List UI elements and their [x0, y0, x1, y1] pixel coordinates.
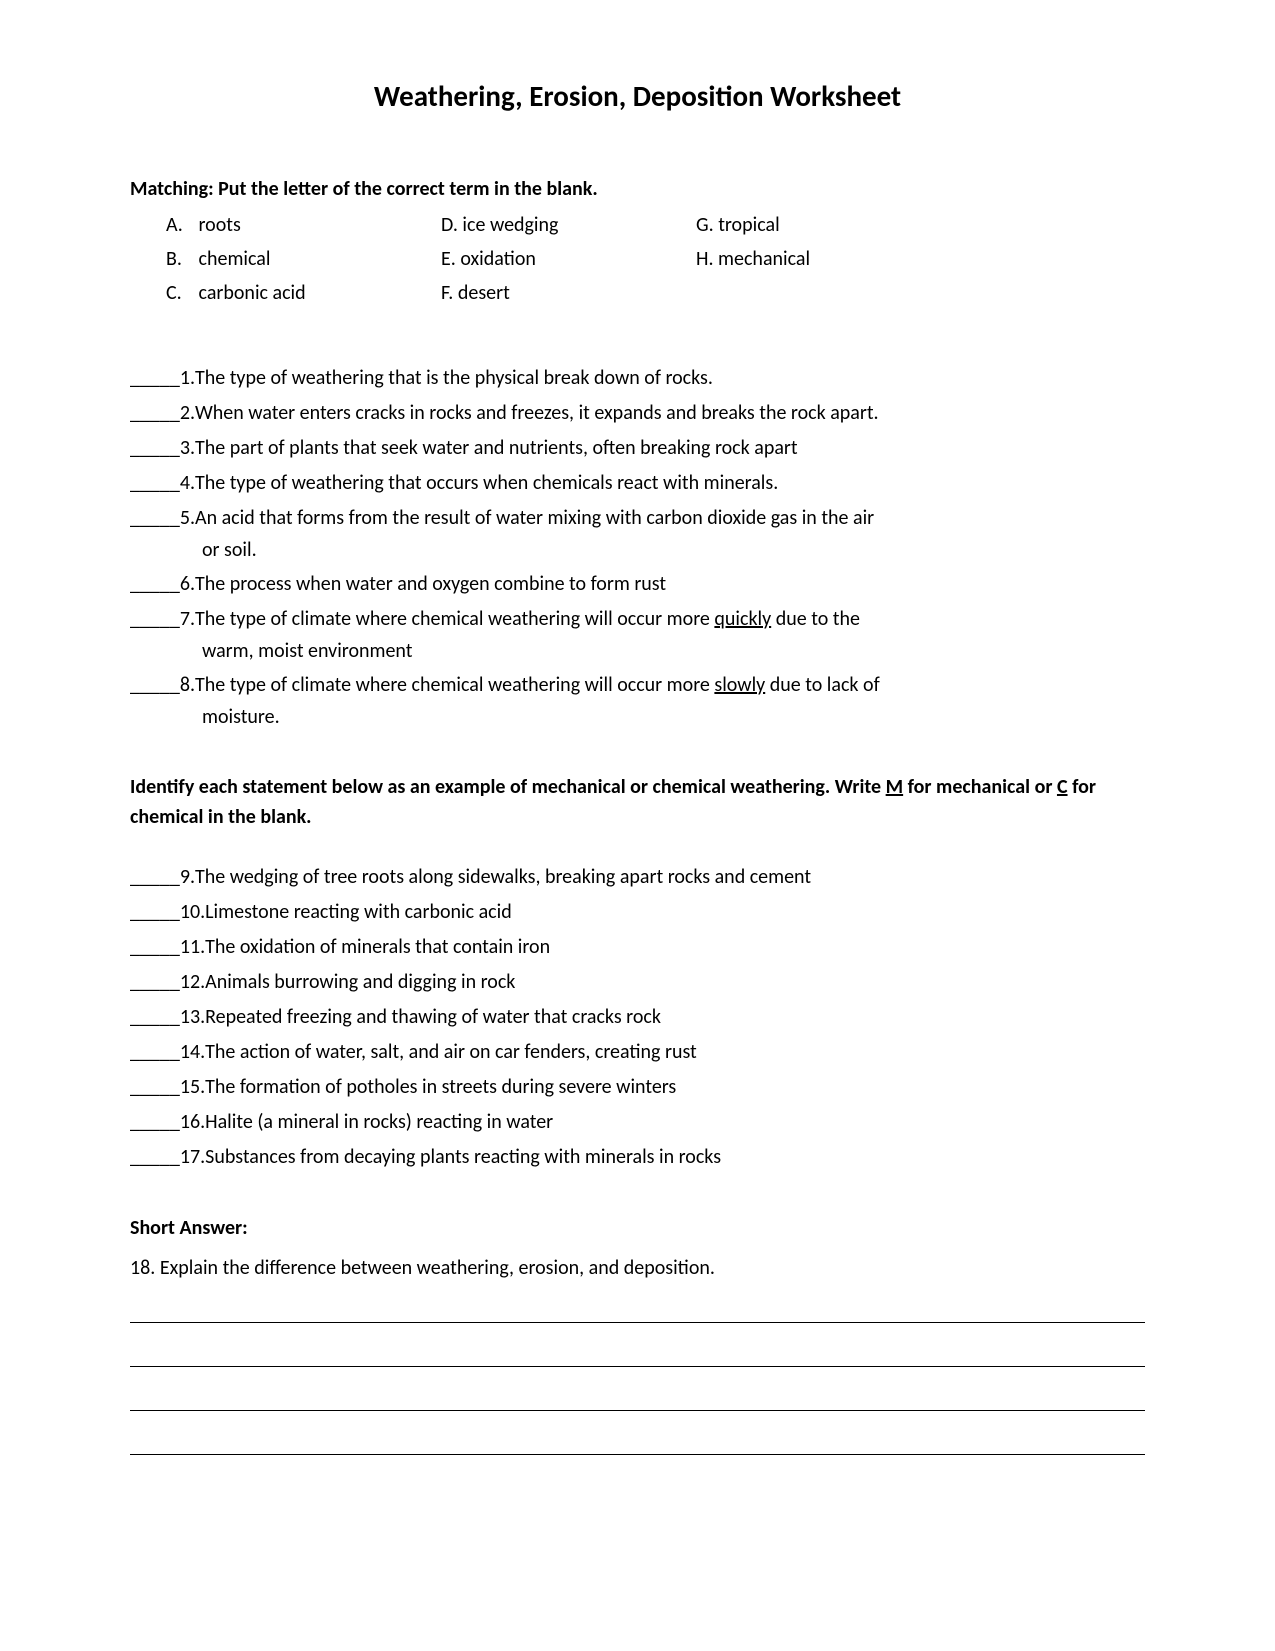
question-text: Repeated freezing and thawing of water t… [205, 1002, 1145, 1033]
question-text: Halite (a mineral in rocks) reacting in … [205, 1107, 1145, 1138]
term-a: A. roots [166, 210, 441, 240]
blank[interactable]: _____ [130, 1037, 180, 1068]
blank[interactable]: _____ [130, 363, 180, 394]
question-number: 16. [180, 1107, 205, 1138]
matching-question-6: _____6. The process when water and oxyge… [130, 569, 1145, 600]
matching-question-7: _____7. The type of climate where chemic… [130, 604, 1145, 635]
blank[interactable]: _____ [130, 967, 180, 998]
term-h: H. mechanical [696, 244, 896, 274]
blank[interactable]: _____ [130, 503, 180, 534]
question-text: The oxidation of minerals that contain i… [205, 932, 1145, 963]
section2-question-15: _____15. The formation of potholes in st… [130, 1072, 1145, 1103]
blank[interactable]: _____ [130, 670, 180, 701]
question-text: The process when water and oxygen combin… [195, 569, 1145, 600]
section2-question-13: _____13. Repeated freezing and thawing o… [130, 1002, 1145, 1033]
answer-line[interactable] [130, 1435, 1145, 1455]
matching-question-3: _____3. The part of plants that seek wat… [130, 433, 1145, 464]
answer-line[interactable] [130, 1347, 1145, 1367]
matching-question-2: _____2. When water enters cracks in rock… [130, 398, 1145, 429]
matching-question-1: _____1. The type of weathering that is t… [130, 363, 1145, 394]
term-e: E. oxidation [441, 244, 696, 274]
question-text: The type of climate where chemical weath… [195, 670, 1145, 701]
question-number: 15. [180, 1072, 205, 1103]
terms-col-3: G. tropical H. mechanical [696, 210, 896, 308]
matching-question-5: _____5. An acid that forms from the resu… [130, 503, 1145, 534]
question-text: When water enters cracks in rocks and fr… [195, 398, 1145, 429]
question-text: The type of climate where chemical weath… [195, 604, 1145, 635]
term-g: G. tropical [696, 210, 896, 240]
question-continuation: or soil. [130, 535, 1145, 565]
question-number: 9. [180, 862, 195, 893]
blank[interactable]: _____ [130, 604, 180, 635]
answer-line[interactable] [130, 1391, 1145, 1411]
section2-question-14: _____14. The action of water, salt, and … [130, 1037, 1145, 1068]
question-continuation: warm, moist environment [130, 636, 1145, 666]
terms-container: A. roots B. chemical C. carbonic acid D.… [130, 210, 1145, 308]
blank[interactable]: _____ [130, 897, 180, 928]
question-text: An acid that forms from the result of wa… [195, 503, 1145, 534]
term-f: F. desert [441, 278, 696, 308]
question-text: The type of weathering that is the physi… [195, 363, 1145, 394]
worksheet-title: Weathering, Erosion, Deposition Workshee… [130, 75, 1145, 119]
blank[interactable]: _____ [130, 1107, 180, 1138]
question-number: 2. [180, 398, 195, 429]
terms-col-1: A. roots B. chemical C. carbonic acid [166, 210, 441, 308]
section2-question-12: _____12. Animals burrowing and digging i… [130, 967, 1145, 998]
question-number: 10. [180, 897, 205, 928]
blank[interactable]: _____ [130, 468, 180, 499]
question-number: 14. [180, 1037, 205, 1068]
blank[interactable]: _____ [130, 433, 180, 464]
section2-questions: _____ 9. The wedging of tree roots along… [130, 862, 1145, 1173]
question-number: 12. [180, 967, 205, 998]
question-text: Limestone reacting with carbonic acid [205, 897, 1145, 928]
question-text: The wedging of tree roots along sidewalk… [195, 862, 1145, 893]
question-number: 1. [180, 363, 195, 394]
blank[interactable]: _____ [130, 398, 180, 429]
short-answer-question: 18. Explain the difference between weath… [130, 1253, 1145, 1283]
question-continuation: moisture. [130, 702, 1145, 732]
blank[interactable]: _____ [130, 1002, 180, 1033]
question-number: 8. [180, 670, 195, 701]
question-text: The type of weathering that occurs when … [195, 468, 1145, 499]
term-b: B. chemical [166, 244, 441, 274]
matching-question-8: _____8. The type of climate where chemic… [130, 670, 1145, 701]
question-text: Substances from decaying plants reacting… [205, 1142, 1145, 1173]
blank[interactable]: _____ [130, 569, 180, 600]
term-d: D. ice wedging [441, 210, 696, 240]
section2-question-11: _____11. The oxidation of minerals that … [130, 932, 1145, 963]
question-number: 11. [180, 932, 205, 963]
matching-questions: _____1. The type of weathering that is t… [130, 363, 1145, 732]
answer-line[interactable] [130, 1303, 1145, 1323]
matching-heading: Matching: Put the letter of the correct … [130, 174, 1145, 204]
question-text: The part of plants that seek water and n… [195, 433, 1145, 464]
question-number: 5. [180, 503, 195, 534]
section2-question-10: _____10. Limestone reacting with carboni… [130, 897, 1145, 928]
terms-col-2: D. ice wedging E. oxidation F. desert [441, 210, 696, 308]
section2-heading: Identify each statement below as an exam… [130, 772, 1145, 832]
section2-question-17: _____17. Substances from decaying plants… [130, 1142, 1145, 1173]
question-number: 13. [180, 1002, 205, 1033]
question-number: 7. [180, 604, 195, 635]
question-number: 4. [180, 468, 195, 499]
term-c: C. carbonic acid [166, 278, 441, 308]
answer-lines [130, 1303, 1145, 1455]
short-answer-heading: Short Answer: [130, 1213, 1145, 1243]
section2-question-16: _____16. Halite (a mineral in rocks) rea… [130, 1107, 1145, 1138]
section2-question-9: _____ 9. The wedging of tree roots along… [130, 862, 1145, 893]
blank[interactable]: _____ [130, 1142, 180, 1173]
blank[interactable]: _____ [130, 862, 180, 893]
question-number: 3. [180, 433, 195, 464]
question-number: 6. [180, 569, 195, 600]
question-number: 17. [180, 1142, 205, 1173]
blank[interactable]: _____ [130, 1072, 180, 1103]
matching-question-4: _____4. The type of weathering that occu… [130, 468, 1145, 499]
question-text: Animals burrowing and digging in rock [205, 967, 1145, 998]
blank[interactable]: _____ [130, 932, 180, 963]
question-text: The formation of potholes in streets dur… [205, 1072, 1145, 1103]
question-text: The action of water, salt, and air on ca… [205, 1037, 1145, 1068]
